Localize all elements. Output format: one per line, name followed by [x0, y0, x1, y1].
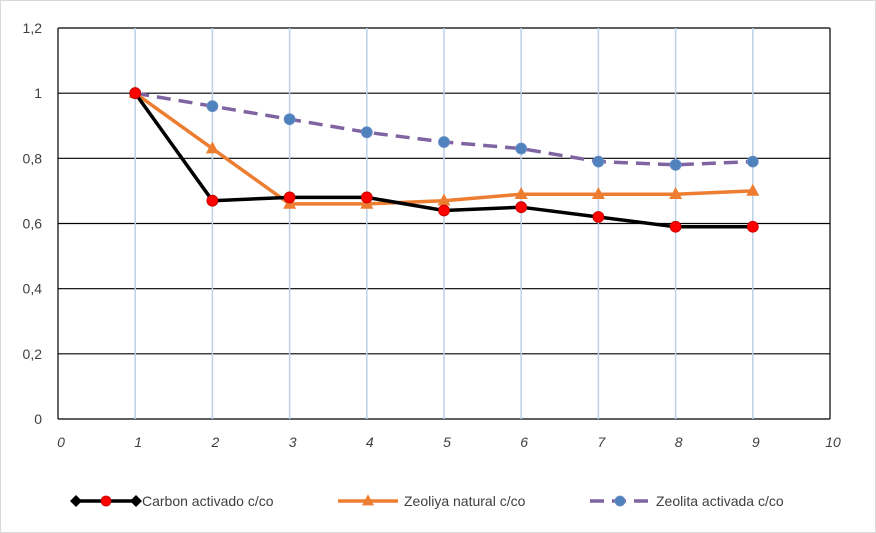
- circle-marker: [746, 155, 759, 168]
- y-tick-label: 1: [34, 85, 42, 101]
- x-tick-label: 4: [366, 434, 374, 450]
- circle-marker: [438, 136, 450, 148]
- circle-marker: [592, 211, 605, 223]
- circle-marker: [129, 87, 142, 100]
- x-tick-label: 0: [57, 434, 65, 450]
- circle-marker: [206, 100, 219, 113]
- triangle-marker: [437, 193, 451, 206]
- circle-marker: [360, 126, 373, 139]
- legend-label: Zeoliya natural c/co: [404, 493, 526, 509]
- circle-marker: [360, 191, 373, 204]
- triangle-marker: [669, 186, 683, 199]
- circle-marker: [614, 495, 626, 507]
- y-tick-label: 0,8: [23, 150, 43, 166]
- circle-marker: [438, 204, 450, 217]
- circle-marker: [592, 155, 605, 168]
- legend-item: Zeoliya natural c/co: [338, 493, 526, 509]
- circle-marker: [515, 142, 528, 155]
- circle-marker: [669, 220, 682, 233]
- legend-item: Carbon activado c/co: [70, 493, 274, 509]
- x-tick-label: 1: [134, 434, 142, 450]
- legend-label: Zeolita activada c/co: [656, 493, 784, 509]
- x-tick-label: 6: [520, 434, 528, 450]
- x-tick-label: 10: [825, 434, 841, 450]
- y-tick-label: 0,2: [23, 346, 43, 362]
- y-tick-label: 0: [34, 411, 42, 427]
- legend: Carbon activado c/co Zeoliya natural c/co…: [70, 493, 784, 509]
- x-tick-label: 5: [443, 434, 451, 450]
- series-layer: [128, 85, 760, 233]
- triangle-marker: [746, 183, 760, 196]
- triangle-marker: [362, 494, 374, 506]
- circle-marker: [283, 191, 296, 204]
- legend-diamond-marker: [70, 495, 82, 507]
- circle-marker: [746, 220, 759, 233]
- legend-label: Carbon activado c/co: [142, 493, 274, 509]
- legend-diamond-marker: [130, 495, 142, 507]
- triangle-marker: [514, 186, 528, 199]
- axis-tick-labels: 0 0,2 0,4 0,6 0,8 1 1,2 0 1 2 3 4 5 6 7 8 9 10: [23, 20, 841, 450]
- series-1: [129, 87, 759, 233]
- circle-marker: [669, 158, 682, 171]
- triangle-marker: [205, 141, 219, 154]
- y-tick-label: 0,4: [23, 281, 43, 297]
- legend-item: Zeolita activada c/co: [590, 493, 784, 509]
- y-tick-label: 1,2: [23, 20, 43, 36]
- x-tick-label: 8: [675, 434, 683, 450]
- circle-marker: [100, 495, 112, 507]
- x-tick-label: 3: [289, 434, 297, 450]
- x-tick-label: 7: [598, 434, 607, 450]
- series-2: [128, 85, 760, 209]
- circle-marker: [206, 194, 219, 207]
- x-tick-label: 9: [752, 434, 760, 450]
- y-tick-label: 0,6: [23, 216, 43, 232]
- circle-marker: [515, 201, 528, 214]
- x-tick-label: 2: [211, 434, 220, 450]
- circle-marker: [283, 113, 296, 126]
- triangle-marker: [591, 186, 605, 199]
